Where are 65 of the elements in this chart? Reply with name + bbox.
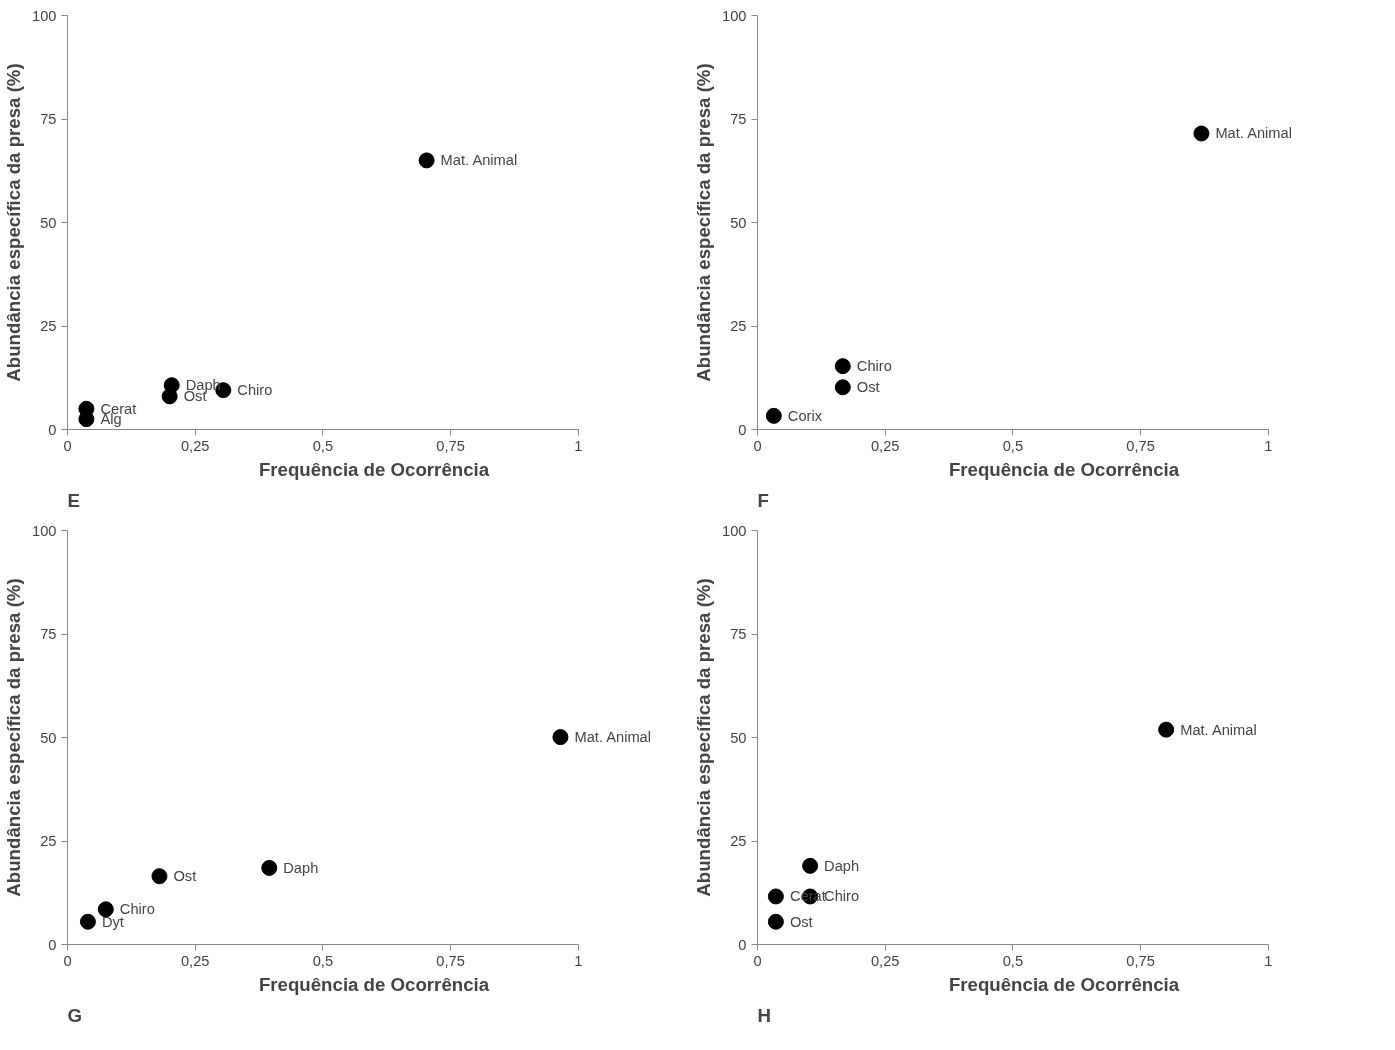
annotation: Ost: [789, 913, 813, 930]
y-axis-title: Abundância específica da presa (%): [3, 63, 25, 382]
x-tick-label: 0,5: [312, 437, 334, 454]
text: H: [757, 1004, 771, 1026]
x-tick-label: 0,25: [870, 952, 900, 969]
annotation: Mat. Animal: [1215, 125, 1292, 142]
y-tick-label: 100: [32, 7, 57, 24]
annotation: Daph: [283, 859, 319, 876]
x-axis-title: Frequência de Ocorrência: [258, 458, 490, 480]
annotation: Mat. Animal: [1180, 721, 1257, 738]
y-tick-label: 100: [722, 522, 747, 539]
x-tick-label: 0,75: [436, 437, 465, 454]
annotation: Mat. Animal: [440, 152, 518, 169]
y-tick-label: 25: [730, 318, 747, 334]
x-tick-label: 1: [574, 952, 583, 969]
y-axis-title: Abundância específica da presa (%): [693, 63, 715, 382]
annotation: Mat. Animal: [574, 729, 652, 746]
y-tick-label: 50: [730, 729, 747, 746]
text: E: [67, 489, 80, 511]
x-axis-title: Frequência de Ocorrência: [948, 973, 1180, 995]
y-tick-label: 0: [738, 936, 747, 953]
x-tick-label: 0,75: [1126, 437, 1155, 454]
x-tick-label: 0,5: [1002, 952, 1024, 969]
y-tick-label: 25: [40, 318, 57, 334]
y-tick-label: 50: [40, 729, 57, 746]
y-tick-label: 50: [40, 214, 57, 231]
x-tick-label: 0,5: [1002, 437, 1024, 454]
x-tick-label: 0,25: [870, 437, 900, 454]
y-tick-label: 75: [40, 111, 57, 127]
y-tick-label: 75: [40, 626, 57, 642]
y-axis-title: Abundância específica da presa (%): [3, 578, 25, 897]
text: F: [757, 489, 769, 511]
x-tick-label: 0: [63, 952, 72, 969]
y-tick-label: 100: [722, 7, 747, 24]
x-tick-label: 0,25: [180, 437, 210, 454]
x-axis-title: Frequência de Ocorrência: [258, 973, 490, 995]
annotation: Chiro: [824, 888, 860, 905]
annotation: Chiro: [237, 382, 273, 399]
x-tick-label: 0: [753, 952, 762, 969]
y-axis-title: Abundância específica da presa (%): [693, 578, 715, 897]
y-tick-label: 100: [32, 522, 57, 539]
x-tick-label: 0,25: [180, 952, 210, 969]
annotation: Ost: [173, 868, 197, 885]
x-tick-label: 0: [753, 437, 762, 454]
x-tick-label: 1: [1264, 437, 1273, 454]
y-tick-label: 0: [738, 421, 747, 438]
y-tick-label: 50: [730, 214, 747, 231]
y-tick-label: 0: [48, 936, 57, 953]
y-tick-label: 75: [730, 111, 747, 127]
annotation: Daph: [824, 857, 860, 874]
y-tick-label: 25: [730, 833, 747, 849]
annotation: Ost: [856, 379, 880, 396]
y-tick-label: 25: [40, 833, 57, 849]
x-tick-label: 0,75: [436, 952, 465, 969]
x-tick-label: 0: [63, 437, 72, 454]
x-axis-title: Frequência de Ocorrência: [948, 458, 1180, 480]
x-tick-label: 0,5: [312, 952, 334, 969]
annotation: Corix: [787, 407, 823, 424]
y-tick-label: 0: [48, 421, 57, 438]
y-tick-label: 75: [730, 626, 747, 642]
x-tick-label: 1: [1264, 952, 1273, 969]
x-tick-label: 1: [574, 437, 583, 454]
annotation: Chiro: [856, 358, 892, 375]
x-tick-label: 0,75: [1126, 952, 1155, 969]
text: G: [67, 1004, 83, 1026]
